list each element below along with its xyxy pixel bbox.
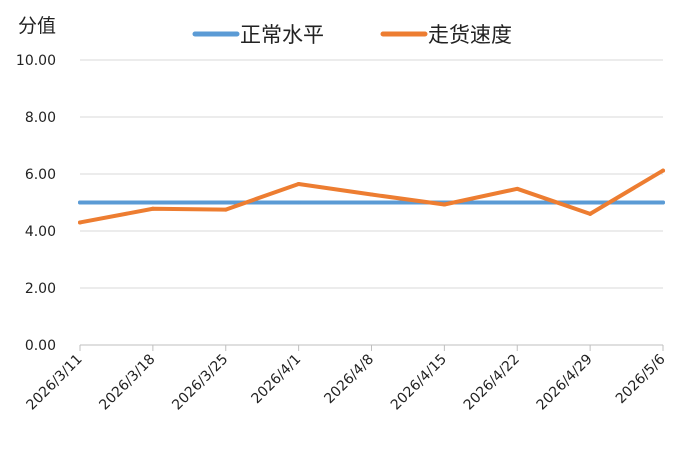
- data-point: [515, 200, 520, 205]
- x-tick-label: 2026/4/29: [534, 351, 596, 413]
- x-tick-label: 2026/4/1: [248, 351, 304, 407]
- y-tick-label: 10.00: [16, 53, 56, 69]
- data-point: [515, 186, 520, 191]
- legend: 正常水平 走货速度: [192, 23, 512, 47]
- x-tick-label: 2026/3/18: [96, 351, 158, 413]
- x-tick-label: 2026/4/8: [321, 351, 377, 407]
- x-tick-label: 2026/3/25: [169, 351, 231, 413]
- legend-label-1: 走货速度: [428, 23, 512, 47]
- y-axis-label: 分值: [18, 15, 56, 37]
- data-point: [296, 200, 301, 205]
- data-point: [588, 200, 593, 205]
- data-point: [223, 200, 228, 205]
- data-point: [442, 202, 447, 207]
- y-tick-label: 8.00: [25, 110, 56, 126]
- y-tick-label: 6.00: [25, 167, 56, 183]
- y-tick-label: 0.00: [25, 338, 56, 354]
- data-point: [369, 200, 374, 205]
- y-tick-label: 4.00: [25, 224, 56, 240]
- x-tick-label: 2026/4/22: [461, 351, 523, 413]
- gridlines: [80, 59, 663, 289]
- data-point: [661, 200, 665, 205]
- legend-label-0: 正常水平: [240, 23, 324, 47]
- data-point: [223, 207, 228, 212]
- x-tick-label: 2026/3/11: [24, 351, 86, 413]
- x-tick-label: 2026/5/6: [613, 351, 669, 407]
- data-point: [78, 200, 82, 205]
- series-lines: [78, 168, 665, 225]
- data-point: [369, 192, 374, 197]
- data-point: [150, 200, 155, 205]
- y-tick-label: 2.00: [25, 281, 56, 297]
- data-point: [296, 181, 301, 186]
- data-point: [150, 206, 155, 211]
- data-point: [661, 168, 665, 173]
- data-point: [588, 211, 593, 216]
- x-tick-label: 2026/4/15: [388, 351, 450, 413]
- data-point: [78, 220, 82, 225]
